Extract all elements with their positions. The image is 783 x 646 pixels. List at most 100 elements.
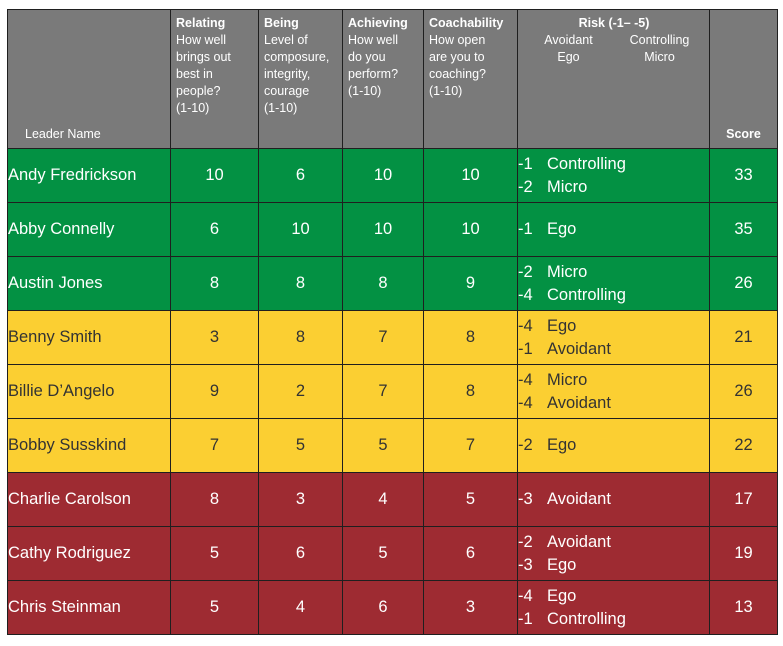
coachability-score-cell: 8 (423, 310, 518, 365)
being-score-cell: 2 (258, 364, 343, 419)
risk-entry: -4 Avoidant (518, 392, 709, 415)
risk-entry: -1 Ego (518, 218, 709, 241)
coachability-score-cell: 5 (423, 472, 518, 527)
risk-label: Controlling (547, 154, 626, 173)
leader-name-cell: Austin Jones (7, 256, 171, 311)
risk-value: -4 (518, 393, 533, 412)
risk-entry: -2 Micro (518, 261, 709, 284)
relating-header-desc: best in (176, 67, 213, 81)
risk-header: Risk (-1– -5) Avoidant Controlling Ego M… (517, 9, 710, 149)
risk-cell: -3 Avoidant (517, 472, 710, 527)
coachability-score-cell: 3 (423, 580, 518, 635)
risk-label: Controlling (547, 285, 626, 304)
risk-label: Controlling (547, 609, 626, 628)
relating-score-cell: 3 (170, 310, 259, 365)
total-score-cell: 13 (709, 580, 778, 635)
coachability-header-desc: How open (429, 33, 486, 47)
risk-category-avoidant: Avoidant (544, 33, 593, 47)
being-score-cell: 8 (258, 256, 343, 311)
achieving-header-desc: perform? (348, 67, 399, 81)
table-row: Austin Jones 8 8 8 9 -2 Micro -4 Controlling 26 (7, 256, 778, 311)
risk-value: -4 (518, 285, 533, 304)
being-header-desc: (1-10) (264, 101, 298, 115)
being-score-cell: 5 (258, 418, 343, 473)
risk-category-controlling: Controlling (629, 33, 690, 47)
being-score-cell: 10 (258, 202, 343, 257)
leader-name-header: Leader Name (7, 9, 171, 149)
coachability-score-cell: 10 (423, 202, 518, 257)
risk-entry: -1 Controlling (518, 608, 709, 631)
relating-header: Relating How well brings out best in peo… (170, 9, 259, 149)
risk-value: -1 (518, 154, 533, 173)
being-score-cell: 6 (258, 526, 343, 581)
achieving-score-cell: 6 (342, 580, 424, 635)
relating-header-desc: brings out (176, 50, 231, 64)
risk-value: -2 (518, 436, 533, 454)
total-score-cell: 26 (709, 256, 778, 311)
risk-entry: -2 Micro (518, 176, 709, 199)
risk-entry: -3 Ego (518, 554, 709, 577)
achieving-header-desc: How well (348, 33, 399, 47)
risk-label: Avoidant (547, 532, 611, 551)
being-header-title: Being (264, 16, 299, 30)
achieving-score-cell: 5 (342, 526, 424, 581)
risk-cell: -2 Ego (517, 418, 710, 473)
risk-value: -3 (518, 555, 533, 574)
being-header: Being Level of composure, integrity, cou… (258, 9, 343, 149)
risk-entry: -4 Ego (518, 585, 709, 608)
risk-label: Micro (547, 370, 588, 389)
leader-name-cell: Charlie Carolson (7, 472, 171, 527)
risk-value: -4 (518, 316, 533, 335)
achieving-score-cell: 8 (342, 256, 424, 311)
risk-value: -4 (518, 370, 533, 389)
coachability-score-cell: 10 (423, 148, 518, 203)
total-score-cell: 17 (709, 472, 778, 527)
coachability-header-desc: (1-10) (429, 84, 463, 98)
risk-label: Ego (547, 586, 577, 605)
achieving-header-title: Achieving (348, 16, 408, 30)
risk-value: -4 (518, 586, 533, 605)
being-header-desc: courage (264, 84, 310, 98)
leader-name-cell: Andy Fredrickson (7, 148, 171, 203)
being-header-desc: Level of (264, 33, 308, 47)
relating-score-cell: 5 (170, 526, 259, 581)
leader-name-cell: Bobby Susskind (7, 418, 171, 473)
table-row: Benny Smith 3 8 7 8 -4 Ego -1 Avoidant 21 (7, 310, 778, 365)
total-score-cell: 26 (709, 364, 778, 419)
score-header: Score (709, 9, 778, 149)
risk-header-title: Risk (-1– -5) (578, 16, 650, 30)
risk-cell: -1 Controlling -2 Micro (517, 148, 710, 203)
risk-label: Avoidant (547, 339, 611, 358)
coachability-score-cell: 9 (423, 256, 518, 311)
risk-entry: -1 Avoidant (518, 338, 709, 361)
risk-label: Ego (547, 436, 577, 454)
relating-score-cell: 10 (170, 148, 259, 203)
table-row: Cathy Rodriguez 5 6 5 6 -2 Avoidant -3 Ego 19 (7, 526, 778, 581)
relating-score-cell: 8 (170, 256, 259, 311)
relating-header-desc: people? (176, 84, 221, 98)
risk-entry: -4 Controlling (518, 284, 709, 307)
leader-name-cell: Chris Steinman (7, 580, 171, 635)
risk-cell: -2 Micro -4 Controlling (517, 256, 710, 311)
table-row: Billie D’Angelo 9 2 7 8 -4 Micro -4 Avoidant 26 (7, 364, 778, 419)
risk-category-micro: Micro (644, 50, 675, 64)
score-header-label: Score (726, 127, 761, 141)
achieving-score-cell: 5 (342, 418, 424, 473)
table-row: Charlie Carolson 8 3 4 5 -3 Avoidant 17 (7, 472, 778, 527)
being-score-cell: 3 (258, 472, 343, 527)
table-row: Andy Fredrickson 10 6 10 10 -1 Controlling -2 Mi… (7, 148, 778, 203)
risk-entry: -4 Ego (518, 315, 709, 338)
total-score-cell: 22 (709, 418, 778, 473)
relating-score-cell: 5 (170, 580, 259, 635)
risk-cell: -4 Micro -4 Avoidant (517, 364, 710, 419)
risk-value: -3 (518, 490, 533, 508)
total-score-cell: 21 (709, 310, 778, 365)
relating-header-desc: (1-10) (176, 101, 210, 115)
relating-score-cell: 9 (170, 364, 259, 419)
achieving-score-cell: 4 (342, 472, 424, 527)
achieving-score-cell: 10 (342, 148, 424, 203)
being-header-desc: integrity, (264, 67, 311, 81)
table-row: Chris Steinman 5 4 6 3 -4 Ego -1 Controlling 13 (7, 580, 778, 635)
coachability-score-cell: 7 (423, 418, 518, 473)
risk-entry: -2 Ego (518, 434, 709, 457)
